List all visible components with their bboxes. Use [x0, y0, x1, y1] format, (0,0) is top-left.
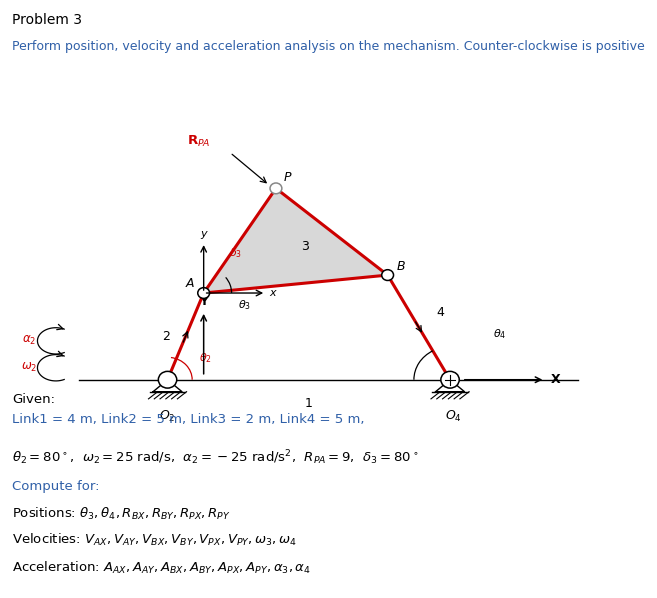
Text: A: A — [185, 277, 194, 290]
Text: $\theta_3$: $\theta_3$ — [238, 298, 251, 312]
Text: $\alpha_2$: $\alpha_2$ — [22, 334, 37, 347]
Circle shape — [441, 371, 459, 388]
Text: x: x — [269, 288, 276, 298]
Text: $\theta_2 = 80^\circ$,  $\omega_2 = 25\ \mathrm{rad/s}$,  $\alpha_2 = -25\ \math: $\theta_2 = 80^\circ$, $\omega_2 = 25\ \… — [12, 448, 419, 466]
Text: 2: 2 — [162, 330, 170, 343]
Text: Positions: $\theta_3, \theta_4, R_{BX}, R_{BY}, R_{PX}, R_{PY}$: Positions: $\theta_3, \theta_4, R_{BX}, … — [12, 506, 231, 522]
Circle shape — [158, 371, 177, 388]
Text: Velocities: $V_{AX}, V_{AY}, V_{BX}, V_{BY}, V_{PX}, V_{PY}, \omega_3, \omega_4$: Velocities: $V_{AX}, V_{AY}, V_{BX}, V_{… — [12, 532, 297, 548]
Text: $O_4$: $O_4$ — [445, 408, 462, 423]
Text: Acceleration: $A_{AX}, A_{AY}, A_{BX}, A_{BY}, A_{PX}, A_{PY}, \alpha_3, \alpha_: Acceleration: $A_{AX}, A_{AY}, A_{BX}, A… — [12, 560, 311, 576]
Text: $\theta_2$: $\theta_2$ — [199, 351, 212, 365]
Text: 4: 4 — [437, 306, 444, 319]
Text: Problem 3: Problem 3 — [12, 13, 82, 27]
Text: 3: 3 — [302, 240, 309, 253]
Circle shape — [198, 288, 210, 298]
Text: Perform position, velocity and acceleration analysis on the mechanism. Counter-c: Perform position, velocity and accelerat… — [12, 40, 645, 53]
Text: X: X — [551, 373, 560, 386]
Text: 1: 1 — [305, 397, 313, 410]
Text: Y: Y — [199, 295, 208, 308]
Text: P: P — [284, 170, 291, 184]
Circle shape — [382, 270, 394, 280]
Text: $\delta_3$: $\delta_3$ — [229, 246, 242, 260]
Circle shape — [270, 183, 282, 194]
Text: Given:: Given: — [12, 393, 55, 406]
Text: B: B — [397, 260, 405, 273]
Text: y: y — [200, 229, 207, 239]
Text: $O_2$: $O_2$ — [159, 408, 176, 423]
Polygon shape — [204, 188, 388, 293]
Text: $\omega_2$: $\omega_2$ — [22, 361, 37, 374]
Text: Compute for:: Compute for: — [12, 480, 99, 493]
Text: $\mathbf{R}_{PA}$: $\mathbf{R}_{PA}$ — [187, 135, 211, 150]
Text: $\theta_4$: $\theta_4$ — [493, 327, 506, 341]
Text: Link1 = 4 m, Link2 = 5 m, Link3 = 2 m, Link4 = 5 m,: Link1 = 4 m, Link2 = 5 m, Link3 = 2 m, L… — [12, 413, 365, 426]
